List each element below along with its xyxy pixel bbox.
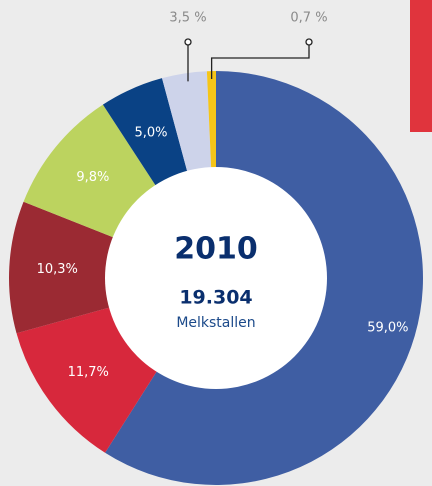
donut-slice <box>105 71 423 485</box>
center-label: Melkstallen <box>176 315 255 331</box>
donut-slice <box>16 307 158 453</box>
center-value: 19.304 <box>179 287 252 309</box>
leader-dot <box>184 38 192 46</box>
decor-bar <box>410 0 432 132</box>
slice-label: 3,5 % <box>169 11 206 26</box>
slice-label: 9,8% <box>76 170 109 185</box>
slice-label: 0,7 % <box>290 11 327 26</box>
slice-label: 5,0% <box>135 125 168 140</box>
donut-slice <box>162 71 212 173</box>
leader-line <box>210 42 310 80</box>
donut-slice <box>23 104 157 238</box>
donut-hole <box>105 167 327 389</box>
donut-slice <box>8 201 115 334</box>
donut-slice <box>206 71 216 170</box>
slice-label: 59,0% <box>367 320 408 335</box>
leader-dot <box>305 38 313 46</box>
center-title: 2010 <box>174 232 258 267</box>
slice-label: 11,7% <box>68 365 109 380</box>
donut-slice <box>102 78 188 187</box>
slice-label: 10,3% <box>37 262 78 277</box>
